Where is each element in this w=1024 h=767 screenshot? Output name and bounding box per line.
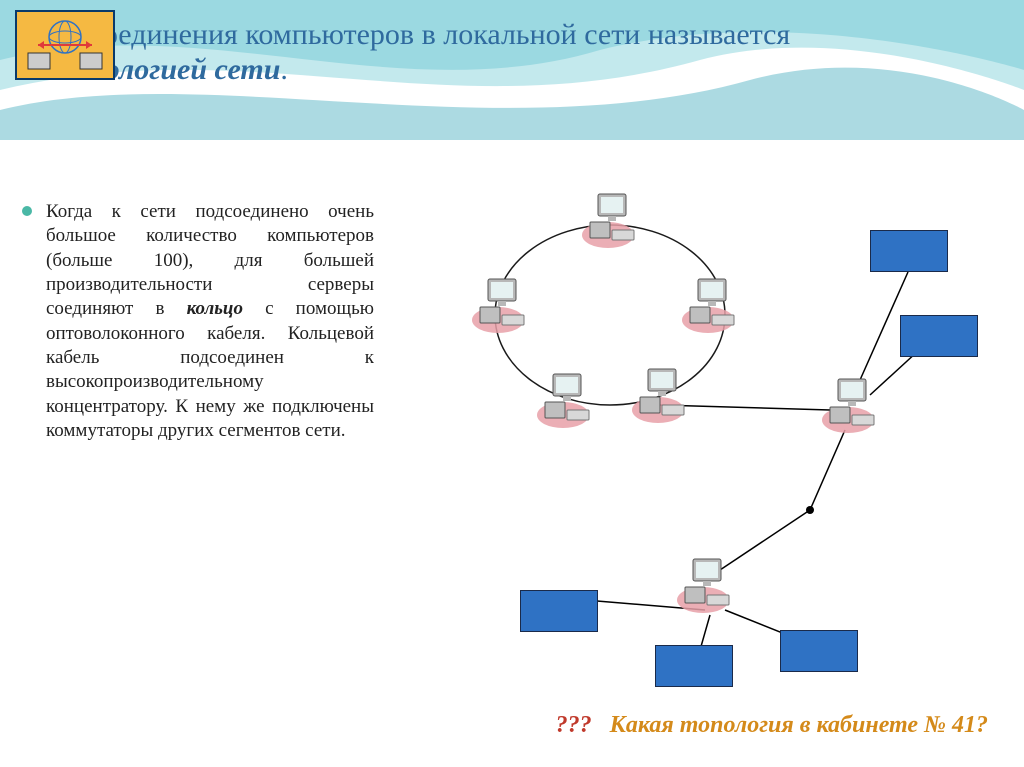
computer-icon	[580, 190, 640, 250]
body-bold: кольцо	[187, 298, 243, 319]
logo-icon	[15, 10, 115, 80]
switch-box	[780, 630, 858, 672]
question-marks: ???	[556, 712, 592, 738]
computer-icon	[680, 275, 740, 335]
title-text-1: ма соединения компьютеров в локальной се…	[50, 18, 790, 51]
footer-question: ??? Какая топология в кабинете № 41?	[556, 712, 988, 739]
slide-title: ма соединения компьютеров в локальной се…	[50, 18, 1004, 87]
bullet-icon	[22, 206, 32, 216]
question-text: Какая топология в кабинете № 41?	[610, 712, 988, 738]
computer-icon	[630, 365, 690, 425]
switch-box	[520, 590, 598, 632]
switch-box	[870, 230, 948, 272]
switch-box	[900, 315, 978, 357]
switch-box	[655, 645, 733, 687]
network-diagram	[430, 180, 990, 660]
computer-icon	[470, 275, 530, 335]
title-dot: .	[280, 53, 288, 86]
body-paragraph: Когда к сети подсоединено очень большое …	[46, 200, 374, 443]
body-post: с помощью оптоволоконного кабеля. Кольце…	[46, 298, 374, 441]
computer-icon	[535, 370, 595, 430]
computer-icon	[820, 375, 880, 435]
computer-icon	[675, 555, 735, 615]
